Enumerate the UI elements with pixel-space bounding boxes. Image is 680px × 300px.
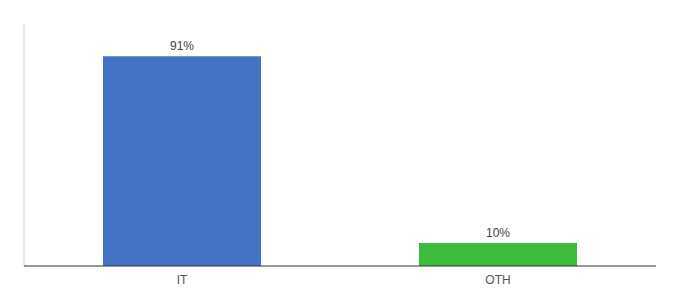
chart-container: 91% 10% IT OTH bbox=[0, 0, 680, 300]
chart-svg: 91% 10% IT OTH bbox=[0, 0, 680, 300]
bar bbox=[419, 243, 577, 266]
bars bbox=[103, 56, 577, 266]
bar bbox=[103, 56, 261, 266]
x-tick-label: IT bbox=[177, 273, 188, 287]
x-axis-line bbox=[24, 266, 656, 267]
data-label: 10% bbox=[486, 226, 510, 240]
data-label: 91% bbox=[170, 39, 194, 53]
x-tick-label: OTH bbox=[485, 273, 510, 287]
y-axis-line bbox=[24, 24, 25, 266]
